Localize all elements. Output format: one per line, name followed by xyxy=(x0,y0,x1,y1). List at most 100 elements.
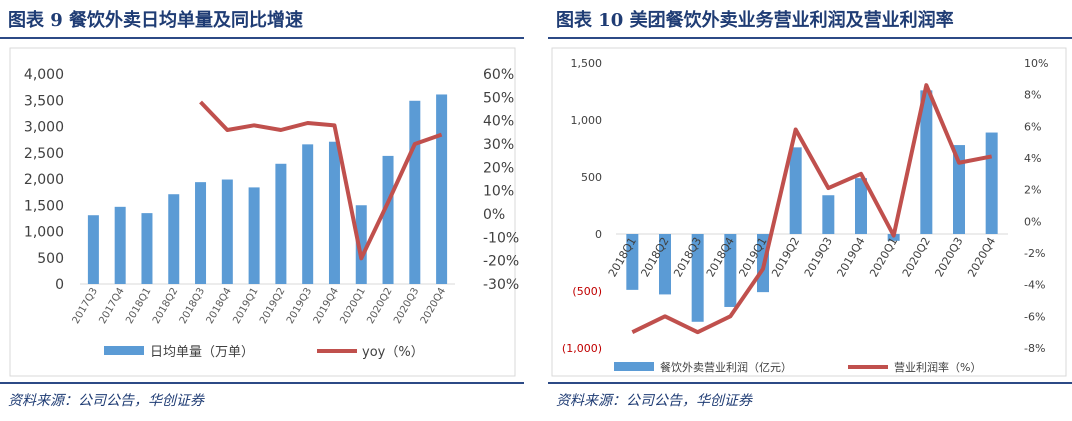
y-right-tick-label: -2% xyxy=(1024,247,1045,260)
bar xyxy=(855,178,867,234)
x-tick-label: 2020Q4 xyxy=(419,286,448,326)
y-left-tick-label: 0 xyxy=(55,277,64,293)
chart-title: 图表 9 餐饮外卖日均单量及同比增速 xyxy=(8,10,304,31)
y-right-tick-label: 30% xyxy=(483,137,514,153)
x-tick-label: 2020Q3 xyxy=(392,286,421,326)
bar xyxy=(302,144,314,284)
bar xyxy=(382,155,394,284)
y-right-tick-label: 6% xyxy=(1024,120,1041,133)
chart-panel-operating-profit: 图表 10 美团餐饮外卖业务营业利润及营业利润率 (1,000) (500) 0 50… xyxy=(548,0,1072,421)
y-right-tick-label: 20% xyxy=(483,160,514,176)
y-right-tick-label: 0% xyxy=(483,207,505,223)
x-tick-label: 2019Q2 xyxy=(769,235,802,279)
legend-label: 营业利润率（%） xyxy=(894,360,981,374)
y-right-tick-label: 8% xyxy=(1024,89,1041,102)
x-tick-label: 2018Q2 xyxy=(151,286,180,326)
y-right-tick-label: -4% xyxy=(1024,279,1045,292)
legend-swatch-bar xyxy=(614,362,654,371)
bar xyxy=(953,145,965,234)
x-tick-label: 2017Q4 xyxy=(97,286,126,326)
bar xyxy=(195,182,207,284)
x-tick-label: 2018Q1 xyxy=(124,286,153,326)
y-left-tick-label: 1,500 xyxy=(571,57,603,70)
y-left-tick-label: 1,000 xyxy=(24,225,64,241)
bar xyxy=(789,147,802,234)
y-left-tick-label: 3,500 xyxy=(24,93,64,109)
chart-title: 图表 10 美团餐饮外卖业务营业利润及营业利润率 xyxy=(556,10,954,31)
x-tick-label: 2019Q4 xyxy=(312,286,341,326)
legend-label: 餐饮外卖营业利润（亿元） xyxy=(660,360,792,374)
y-left-tick-label: 2,500 xyxy=(24,146,64,162)
legend-label: yoy（%） xyxy=(362,345,424,360)
x-tick-label: 2020Q1 xyxy=(338,286,367,326)
bar xyxy=(920,90,933,234)
y-right-tick-label: -6% xyxy=(1024,310,1045,323)
y-left-tick-label: (500) xyxy=(572,285,602,298)
x-tick-label: 2018Q4 xyxy=(205,286,234,326)
x-tick-label: 2018Q3 xyxy=(178,286,207,326)
y-left-tick-label: 3,000 xyxy=(24,120,64,136)
source-rule xyxy=(0,382,524,384)
margin-line xyxy=(631,83,993,335)
bar xyxy=(141,213,153,284)
y-left-tick-label: 500 xyxy=(581,171,602,184)
x-tick-label: 2019Q3 xyxy=(285,286,314,326)
x-tick-label: 2019Q3 xyxy=(802,235,835,279)
y-left-tick-label: 2,000 xyxy=(24,172,64,188)
y-right-tick-label: -30% xyxy=(483,277,519,293)
x-tick-label: 2019Q1 xyxy=(231,286,260,326)
y-right-tick-label: 0% xyxy=(1024,215,1041,228)
bar xyxy=(985,132,998,234)
title-rule xyxy=(0,37,524,39)
bar xyxy=(168,194,180,284)
y-right-tick-label: 10% xyxy=(483,184,514,200)
source-rule xyxy=(548,382,1072,384)
y-left-tick-label: 1,000 xyxy=(571,114,603,127)
y-right-tick-label: 50% xyxy=(483,90,514,106)
x-tick-label: 2017Q3 xyxy=(71,286,100,326)
bar xyxy=(626,234,639,290)
chart-frame xyxy=(551,47,1067,377)
chart-panel-daily-orders: 图表 9 餐饮外卖日均单量及同比增速 0 500 1,000 1,500 2,000 2,… xyxy=(0,0,524,421)
y-right-tick-label: -20% xyxy=(483,254,519,270)
bar xyxy=(328,141,340,284)
bar xyxy=(221,179,233,284)
y-left-tick-label: 1,500 xyxy=(24,198,64,214)
bar xyxy=(114,206,126,284)
y-left-tick-label: 500 xyxy=(37,251,64,267)
source-note: 资料来源：公司公告，华创证券 xyxy=(8,393,204,409)
y-left-tick-label: 4,000 xyxy=(24,67,64,83)
y-right-tick-label: 4% xyxy=(1024,152,1041,165)
yoy-line xyxy=(199,100,443,261)
legend-label: 日均单量（万单） xyxy=(150,345,254,360)
operating-profit-chart: (1,000) (500) 0 500 1,000 1,500 -8% -6% -4% -2% 0%… xyxy=(551,47,1067,377)
y-right-tick-label: 2% xyxy=(1024,184,1041,197)
y-right-tick-label: -8% xyxy=(1024,342,1045,355)
bar xyxy=(409,100,421,285)
y-right-tick-label: 10% xyxy=(1024,57,1048,70)
bar xyxy=(248,187,260,284)
legend-swatch-bar xyxy=(104,346,144,355)
x-tick-label: 2020Q4 xyxy=(965,235,998,279)
y-left-tick-label: 0 xyxy=(595,228,602,241)
y-right-tick-label: 60% xyxy=(483,67,514,83)
bar xyxy=(87,215,99,284)
x-tick-label: 2019Q2 xyxy=(258,286,287,326)
x-tick-label: 2020Q2 xyxy=(900,235,933,279)
bar xyxy=(436,94,448,284)
y-right-tick-label: 40% xyxy=(483,114,514,130)
bar xyxy=(659,234,671,295)
x-tick-label: 2020Q2 xyxy=(365,286,394,326)
chart-frame xyxy=(9,47,516,377)
bar xyxy=(691,234,704,322)
bar xyxy=(355,205,367,284)
y-left-tick-label: (1,000) xyxy=(562,342,602,355)
title-rule xyxy=(548,37,1072,39)
y-right-tick-label: -10% xyxy=(483,230,519,246)
bar xyxy=(724,234,737,307)
x-tick-label: 2020Q1 xyxy=(867,235,900,279)
bar xyxy=(275,163,287,284)
x-tick-label: 2019Q4 xyxy=(835,235,868,279)
daily-orders-chart: 0 500 1,000 1,500 2,000 2,500 3,000 3,500 4,000 -… xyxy=(9,47,519,377)
x-tick-label: 2020Q3 xyxy=(933,235,966,279)
